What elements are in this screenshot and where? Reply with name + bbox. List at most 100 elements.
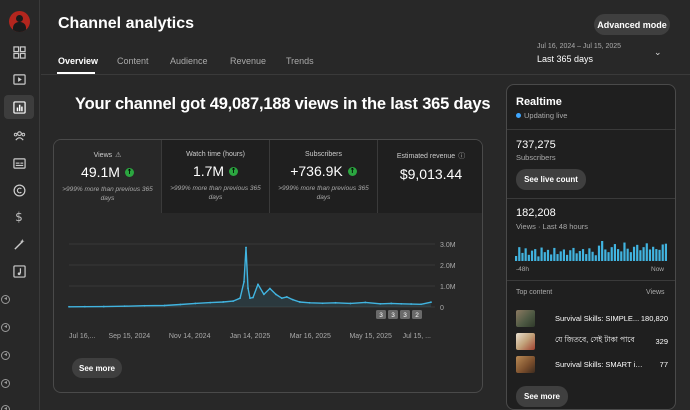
realtime-bar: [613, 244, 616, 261]
video-thumbnail[interactable]: [516, 309, 535, 327]
video-views: 77: [659, 359, 668, 369]
metric-revenue[interactable]: Estimated revenue ⓘ $9,013.44: [378, 140, 482, 213]
video-marker-count: 2: [415, 312, 419, 319]
collapsed-item-icon[interactable]: ◂: [1, 379, 10, 388]
realtime-bar: [652, 246, 655, 261]
realtime-bar: [543, 252, 546, 261]
data-point: [298, 301, 301, 303]
subtitles-icon[interactable]: [4, 151, 34, 175]
video-thumbnail[interactable]: [516, 355, 535, 373]
views-column-header: Views: [646, 289, 665, 296]
date-range-label[interactable]: Last 365 days: [537, 54, 594, 64]
tab-overview[interactable]: Overview: [58, 56, 99, 66]
see-more-button[interactable]: See more: [72, 358, 122, 378]
realtime-bar: [553, 247, 556, 261]
tab-content[interactable]: Content: [117, 56, 149, 66]
tab-audience[interactable]: Audience: [170, 56, 208, 66]
realtime-bar: [591, 251, 594, 261]
chevron-down-icon[interactable]: ⌄: [654, 48, 662, 58]
collapsed-item-icon[interactable]: ◂: [1, 323, 10, 332]
info-icon[interactable]: ⓘ: [458, 152, 466, 160]
top-content-item[interactable]: যে জিতবে, সেই টাকা পাবে 329: [516, 332, 668, 350]
channel-avatar[interactable]: [9, 11, 30, 32]
x-tick-label: Jul 16,...: [69, 333, 96, 340]
x-tick-label: Jul 15, ...: [403, 333, 431, 340]
data-point: [291, 298, 294, 301]
data-point: [321, 302, 324, 305]
data-point: [334, 301, 337, 304]
tab-revenue[interactable]: Revenue: [230, 56, 267, 66]
metric-divider: [377, 140, 378, 213]
realtime-bar: [534, 249, 537, 261]
community-icon[interactable]: [4, 123, 34, 147]
views-line-chart[interactable]: 3.0M 2.0M 1.0M 0 Jul 16,... Sep 15, 2024 Nov 1…: [54, 213, 483, 349]
realtime-bar: [642, 247, 645, 261]
realtime-bar: [594, 255, 597, 261]
realtime-bar: [559, 251, 562, 261]
video-marker: [412, 310, 422, 319]
realtime-bar: [556, 254, 559, 261]
data-point: [243, 280, 245, 283]
warning-icon[interactable]: ⚠: [115, 151, 122, 159]
data-point: [249, 297, 251, 300]
collapsed-item-icon[interactable]: ◂: [1, 295, 10, 304]
see-live-count-button[interactable]: See live count: [516, 169, 586, 190]
realtime-bar: [664, 243, 667, 261]
metric-views[interactable]: Views ⚠ 49.1M ↑ >999% more than previous 3…: [54, 140, 161, 213]
metric-comparison: >999% more than previous 365 days: [62, 186, 153, 202]
realtime-bar: [546, 249, 550, 261]
video-marker: [376, 310, 386, 319]
customization-icon[interactable]: [4, 232, 34, 256]
date-range-text[interactable]: Jul 16, 2024 – Jul 15, 2025: [537, 43, 622, 50]
tab-trends[interactable]: Trends: [286, 56, 314, 66]
video-title[interactable]: Survival Skills: SIMPLE...: [555, 313, 640, 323]
realtime-bar: [524, 248, 527, 261]
data-point: [364, 301, 367, 304]
video-views: 329: [655, 336, 668, 346]
copyright-icon[interactable]: [4, 178, 34, 202]
video-title[interactable]: যে জিতবে, সেই টাকা পাবে: [555, 335, 635, 344]
metric-label: Views: [93, 151, 113, 159]
divider: [507, 198, 675, 199]
video-marker: [388, 310, 398, 319]
realtime-bar: [527, 254, 530, 261]
realtime-bar: [550, 254, 553, 261]
earn-icon[interactable]: $: [15, 210, 23, 224]
analytics-icon[interactable]: [4, 95, 34, 119]
overview-chart-card: Views ⚠ 49.1M ↑ >999% more than previous 3…: [53, 139, 483, 393]
realtime-bar: [562, 249, 565, 261]
realtime-bar-chart[interactable]: [515, 241, 667, 261]
data-point: [379, 302, 382, 305]
metric-subscribers[interactable]: Subscribers +736.9K ↑ >999% more than pre…: [270, 140, 377, 213]
page-title: Channel analytics: [58, 15, 195, 32]
data-point: [268, 287, 271, 290]
data-point: [257, 283, 259, 286]
data-point: [68, 305, 70, 308]
data-point: [232, 300, 234, 303]
divider: [507, 129, 675, 130]
video-marker-count: 3: [379, 312, 383, 319]
audio-library-icon[interactable]: [4, 259, 34, 283]
realtime-card: Realtime Updating live 737,275 Subscribe…: [506, 84, 676, 410]
see-more-top-content-button[interactable]: See more: [516, 386, 568, 407]
video-marker: [400, 310, 410, 319]
y-tick-label: 2.0M: [440, 263, 456, 270]
y-tick-label: 3.0M: [440, 242, 456, 249]
collapsed-item-icon[interactable]: ◂: [1, 405, 10, 410]
dashboard-icon[interactable]: [4, 40, 34, 64]
live-indicator-icon: [516, 113, 521, 118]
advanced-mode-button[interactable]: Advanced mode: [594, 14, 670, 35]
collapsed-item-icon[interactable]: ◂: [1, 351, 10, 360]
metric-watch-time[interactable]: Watch time (hours) 1.7M ↑ >999% more than…: [162, 140, 269, 213]
data-point: [410, 303, 413, 305]
data-point: [245, 246, 247, 249]
video-title[interactable]: Survival Skills: SMART idea...: [555, 359, 645, 369]
content-icon[interactable]: [4, 67, 34, 91]
top-content-item[interactable]: Survival Skills: SIMPLE... 180,820: [516, 309, 668, 327]
top-content-item[interactable]: Survival Skills: SMART idea... 77: [516, 355, 668, 373]
realtime-bar: [645, 243, 648, 261]
video-marker-count: 3: [391, 312, 395, 319]
video-thumbnail[interactable]: [516, 332, 535, 350]
metric-comparison: >999% more than previous 365 days: [278, 185, 369, 201]
realtime-bar: [626, 248, 629, 261]
